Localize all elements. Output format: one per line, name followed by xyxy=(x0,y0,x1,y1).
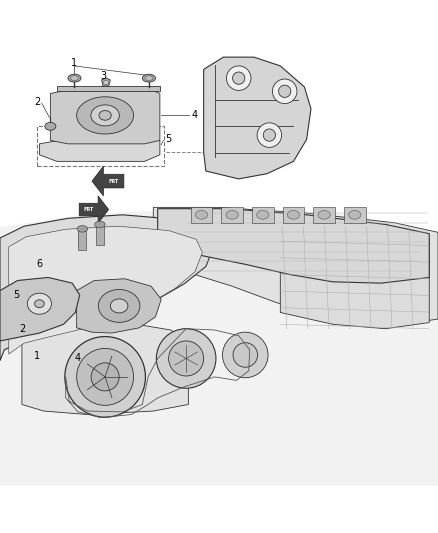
Bar xyxy=(191,207,212,223)
Circle shape xyxy=(156,329,216,388)
Polygon shape xyxy=(280,225,429,329)
Ellipse shape xyxy=(349,211,361,219)
Ellipse shape xyxy=(257,211,269,219)
Bar xyxy=(221,207,243,223)
Text: 3: 3 xyxy=(100,70,106,80)
Ellipse shape xyxy=(195,211,208,219)
Circle shape xyxy=(91,363,119,391)
Text: FRT: FRT xyxy=(84,207,94,212)
Text: 1: 1 xyxy=(71,58,78,68)
Polygon shape xyxy=(39,140,160,161)
Circle shape xyxy=(233,343,258,367)
Text: 5: 5 xyxy=(14,290,20,300)
Ellipse shape xyxy=(99,110,111,120)
Ellipse shape xyxy=(35,300,44,308)
Ellipse shape xyxy=(142,74,155,82)
Polygon shape xyxy=(0,207,438,486)
Polygon shape xyxy=(22,321,188,415)
Text: 2: 2 xyxy=(19,324,25,334)
Polygon shape xyxy=(79,196,109,223)
Ellipse shape xyxy=(99,289,140,322)
Polygon shape xyxy=(77,279,161,333)
Bar xyxy=(252,207,274,223)
Circle shape xyxy=(223,332,268,378)
Bar xyxy=(96,224,104,246)
Text: 1: 1 xyxy=(34,351,40,361)
Polygon shape xyxy=(204,57,311,179)
Ellipse shape xyxy=(68,74,81,82)
Text: FRT: FRT xyxy=(109,179,119,183)
Ellipse shape xyxy=(77,225,88,232)
Circle shape xyxy=(169,341,204,376)
Polygon shape xyxy=(57,86,160,91)
Text: 6: 6 xyxy=(36,260,42,269)
Bar xyxy=(344,207,366,223)
Polygon shape xyxy=(50,89,160,144)
Polygon shape xyxy=(102,78,110,86)
Circle shape xyxy=(257,123,282,147)
Ellipse shape xyxy=(226,211,238,219)
Ellipse shape xyxy=(71,76,78,80)
Bar xyxy=(313,207,335,223)
Ellipse shape xyxy=(95,221,105,228)
Circle shape xyxy=(263,129,276,141)
Bar xyxy=(37,126,164,166)
Polygon shape xyxy=(92,166,124,196)
Ellipse shape xyxy=(103,80,109,85)
Polygon shape xyxy=(0,278,80,341)
Ellipse shape xyxy=(110,299,128,313)
Text: 2: 2 xyxy=(34,97,40,107)
Ellipse shape xyxy=(91,105,119,126)
Polygon shape xyxy=(0,215,215,361)
Polygon shape xyxy=(158,209,429,283)
Ellipse shape xyxy=(77,97,134,134)
Ellipse shape xyxy=(318,211,330,219)
Bar xyxy=(283,207,304,223)
Ellipse shape xyxy=(45,123,56,130)
Circle shape xyxy=(272,79,297,103)
Ellipse shape xyxy=(145,76,153,80)
Text: 4: 4 xyxy=(192,110,198,120)
Circle shape xyxy=(77,349,134,405)
Text: 4: 4 xyxy=(75,353,81,362)
Circle shape xyxy=(65,336,145,417)
Circle shape xyxy=(279,85,291,98)
Circle shape xyxy=(233,72,245,84)
Polygon shape xyxy=(153,207,438,324)
Polygon shape xyxy=(9,226,202,354)
Ellipse shape xyxy=(287,211,300,219)
Ellipse shape xyxy=(27,293,52,314)
Circle shape xyxy=(226,66,251,91)
Bar xyxy=(78,229,86,250)
Text: 5: 5 xyxy=(166,134,172,143)
